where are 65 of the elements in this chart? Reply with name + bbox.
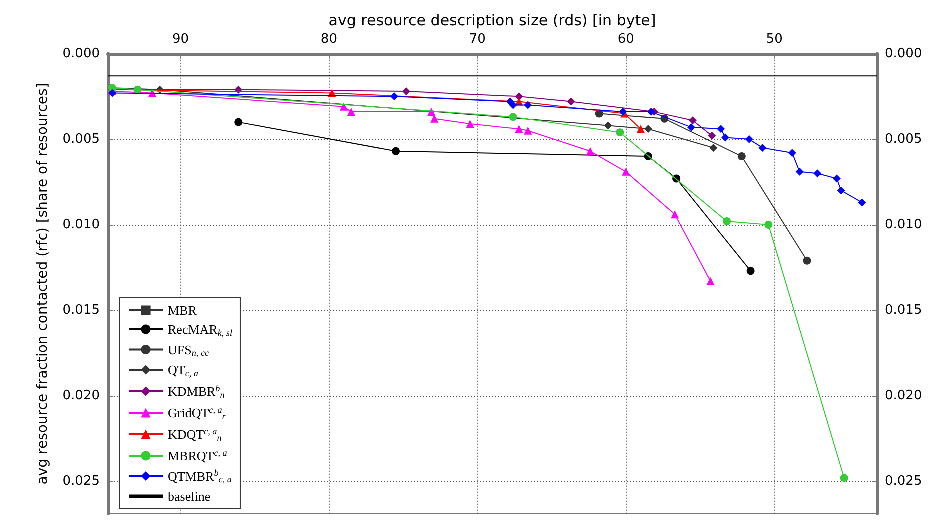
point: [722, 134, 730, 142]
y-tick-label: 0.015: [62, 302, 100, 318]
point: [524, 126, 532, 135]
point: [832, 174, 841, 183]
point: [738, 152, 746, 161]
x-axis-title: avg resource description size (rds) [in byte]: [328, 12, 656, 30]
point: [509, 113, 518, 122]
y-tick-label: 0.025: [62, 474, 100, 489]
point: [622, 168, 630, 176]
point: [708, 132, 716, 140]
point: [524, 101, 532, 110]
point: [671, 210, 680, 219]
y2-tick-label: 0.005: [885, 132, 922, 147]
y2-tick-label: 0.020: [885, 388, 922, 404]
point: [515, 92, 524, 101]
point: [840, 474, 848, 482]
legend-label: MBR: [168, 303, 198, 318]
x-tick-label: 80: [320, 32, 338, 47]
x-tick-label: 50: [766, 32, 783, 47]
point: [688, 116, 697, 125]
point: [586, 147, 594, 156]
point: [466, 120, 474, 128]
x-tick-label: 70: [469, 32, 486, 47]
point: [706, 277, 715, 286]
point: [687, 123, 696, 132]
point: [234, 118, 243, 126]
point: [796, 168, 804, 176]
point: [402, 88, 410, 96]
point: [392, 147, 400, 156]
point: [717, 125, 726, 134]
point: [764, 220, 773, 229]
point: [604, 122, 612, 130]
point: [390, 92, 399, 101]
legend-label: baseline: [168, 489, 211, 504]
point: [647, 108, 656, 116]
point: [509, 101, 518, 110]
y-axis-title: avg resource fraction contacted (rfc) [share of resources]: [35, 83, 51, 485]
point: [746, 267, 755, 276]
point: [515, 125, 524, 134]
point: [616, 128, 624, 137]
point: [758, 144, 767, 152]
x-tick-label: 60: [618, 32, 634, 47]
point: [814, 170, 822, 178]
y2-tick-label: 0.025: [885, 474, 922, 489]
point: [636, 125, 645, 134]
point: [788, 149, 796, 158]
y-tick-label: 0.005: [62, 132, 100, 147]
point: [723, 218, 732, 226]
y-tick-label: 0.000: [62, 46, 100, 62]
point: [644, 125, 652, 134]
y-tick-label: 0.020: [62, 388, 100, 404]
x-tick-label: 90: [172, 32, 190, 47]
point: [347, 108, 356, 116]
y2-tick-label: 0.010: [885, 217, 922, 232]
y2-tick-label: 0.000: [885, 46, 922, 62]
point: [858, 198, 866, 207]
point: [745, 135, 754, 144]
point: [340, 102, 348, 111]
y2-tick-label: 0.015: [885, 302, 922, 318]
point: [803, 256, 812, 265]
point: [710, 144, 718, 152]
point: [134, 86, 142, 94]
point: [837, 186, 846, 195]
point: [567, 98, 576, 106]
y-tick-label: 0.010: [62, 217, 100, 232]
